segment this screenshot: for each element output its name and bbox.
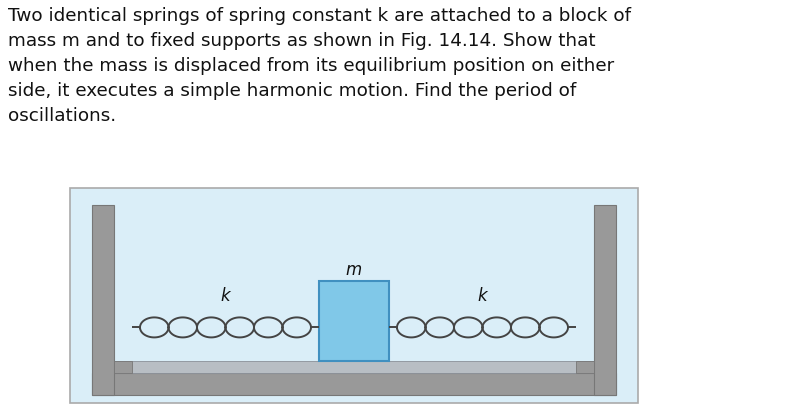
Bar (576, 361, 594, 373)
Text: m: m (346, 261, 362, 279)
Bar (70, 188, 638, 403)
Bar (92, 205, 114, 395)
Text: k: k (221, 287, 230, 305)
Text: Two identical springs of spring constant k are attached to a block of
mass m and: Two identical springs of spring constant… (8, 7, 631, 125)
Text: k: k (478, 287, 487, 305)
Bar (92, 373, 616, 395)
Bar (319, 281, 389, 361)
Bar (594, 205, 616, 395)
Bar (114, 361, 594, 373)
Bar (114, 361, 132, 373)
